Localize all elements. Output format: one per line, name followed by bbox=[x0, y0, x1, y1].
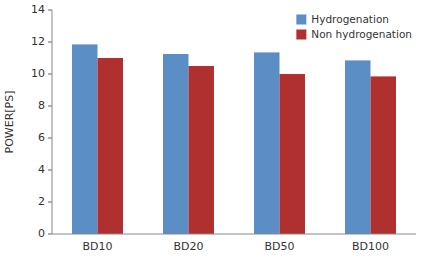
x-tick-label: BD50 bbox=[264, 240, 294, 253]
y-tick-label: 14 bbox=[31, 3, 45, 16]
y-tick bbox=[48, 170, 52, 171]
y-tick-label: 4 bbox=[38, 163, 45, 176]
y-axis-line bbox=[52, 10, 53, 234]
x-tick-label: BD100 bbox=[352, 240, 389, 253]
bar bbox=[371, 76, 396, 234]
y-tick-label: 2 bbox=[38, 195, 45, 208]
y-tick bbox=[48, 234, 52, 235]
legend-swatch bbox=[296, 15, 306, 25]
x-tick-label: BD20 bbox=[173, 240, 203, 253]
y-tick bbox=[48, 106, 52, 107]
legend-swatch bbox=[296, 30, 306, 40]
y-tick-label: 0 bbox=[38, 227, 45, 240]
y-tick-label: 8 bbox=[38, 99, 45, 112]
legend-label: Hydrogenation bbox=[311, 13, 389, 25]
bar bbox=[189, 66, 214, 234]
legend-label: Non hydrogenation bbox=[311, 28, 412, 40]
bar bbox=[72, 44, 97, 234]
chart: 0 2 4 6 8 10 12 14 BD10 BD20 BD50 BD100 POWER[PS] Hyd… bbox=[0, 0, 428, 262]
y-tick bbox=[48, 10, 52, 11]
bar bbox=[163, 54, 188, 234]
x-axis-line bbox=[52, 234, 416, 235]
y-axis-label: POWER[PS] bbox=[3, 91, 16, 154]
y-tick-label: 6 bbox=[38, 131, 45, 144]
bars bbox=[72, 44, 396, 234]
y-tick bbox=[48, 202, 52, 203]
x-tick-label: BD10 bbox=[82, 240, 112, 253]
bar bbox=[98, 58, 123, 234]
y-tick bbox=[48, 138, 52, 139]
y-tick bbox=[48, 74, 52, 75]
bar bbox=[345, 60, 370, 234]
chart-container: 0 2 4 6 8 10 12 14 BD10 BD20 BD50 BD100 POWER[PS] Hyd… bbox=[0, 0, 428, 262]
legend: Hydrogenation Non hydrogenation bbox=[296, 13, 412, 40]
y-tick-label: 10 bbox=[31, 67, 45, 80]
y-tick-label: 12 bbox=[31, 35, 45, 48]
bar bbox=[280, 74, 305, 234]
bar bbox=[254, 52, 279, 234]
y-tick bbox=[48, 42, 52, 43]
